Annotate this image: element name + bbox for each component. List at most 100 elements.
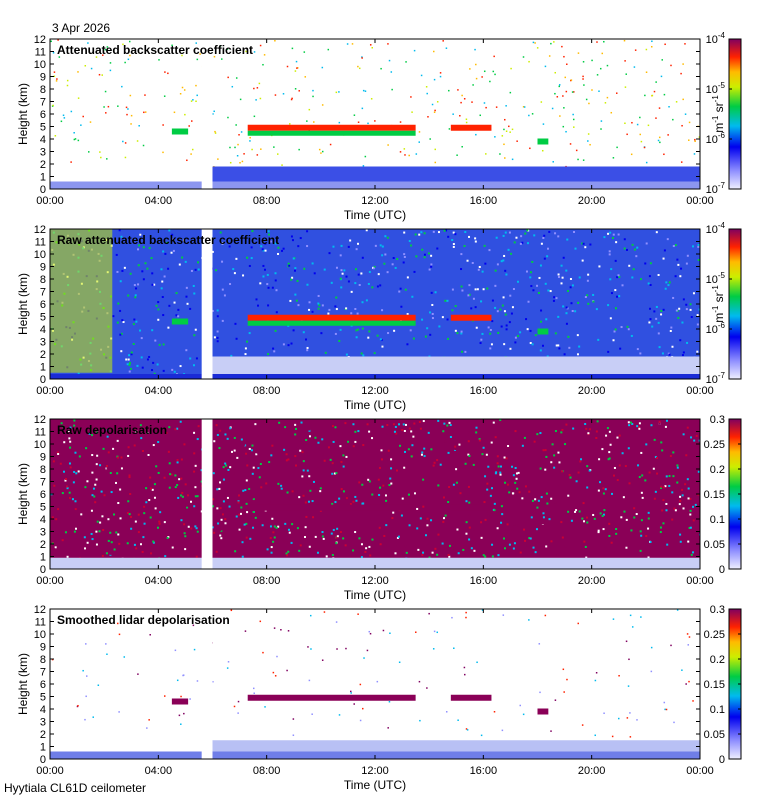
noise-dot <box>456 332 459 335</box>
noise-dot <box>452 113 454 115</box>
noise-dot <box>489 80 491 83</box>
noise-dot <box>317 495 320 498</box>
noise-dot <box>149 487 152 490</box>
noise-dot <box>193 431 196 434</box>
noise-dot <box>308 429 311 432</box>
noise-dot <box>243 153 245 155</box>
noise-dot <box>574 310 577 313</box>
noise-dot <box>615 528 618 531</box>
noise-dot <box>553 466 556 469</box>
noise-dot <box>681 669 683 671</box>
noise-dot <box>238 134 240 136</box>
noise-dot <box>574 510 577 513</box>
noise-dot <box>398 423 401 426</box>
noise-dot <box>689 497 692 500</box>
noise-dot <box>253 692 255 695</box>
x-tick-label: 12:00 <box>361 765 389 777</box>
noise-dot <box>560 282 563 285</box>
noise-dot <box>568 346 571 349</box>
noise-dot <box>197 261 200 264</box>
noise-dot <box>277 246 280 249</box>
noise-dot <box>656 457 659 460</box>
noise-dot <box>461 145 463 148</box>
noise-dot <box>271 444 274 447</box>
noise-dot <box>229 466 232 469</box>
x-tick-label: 08:00 <box>253 195 281 207</box>
x-axis-label: Time (UTC) <box>344 398 406 412</box>
noise-dot <box>540 309 543 312</box>
noise-dot <box>301 534 304 537</box>
noise-dot <box>644 479 647 482</box>
noise-dot <box>418 141 420 143</box>
noise-dot <box>355 268 358 271</box>
noise-dot <box>532 41 535 44</box>
noise-dot <box>611 492 614 495</box>
noise-dot <box>263 268 266 271</box>
noise-dot <box>689 526 692 529</box>
noise-dot <box>516 140 518 142</box>
noise-dot <box>171 233 174 236</box>
noise-dot <box>308 545 311 548</box>
noise-dot <box>474 48 476 51</box>
noise-dot <box>255 99 257 101</box>
y-tick-label: 7 <box>40 287 46 299</box>
noise-dot <box>561 276 564 279</box>
noise-dot <box>422 420 425 423</box>
noise-dot <box>474 240 477 243</box>
x-axis-label: Time (UTC) <box>344 778 406 792</box>
noise-dot <box>504 269 507 272</box>
noise-dot <box>332 440 335 443</box>
noise-dot <box>171 368 174 371</box>
noise-dot <box>332 528 335 531</box>
noise-dot <box>647 517 650 520</box>
noise-dot <box>563 353 566 356</box>
noise-dot <box>72 481 75 484</box>
noise-dot <box>679 495 682 498</box>
noise-dot <box>285 459 288 462</box>
noise-dot <box>500 521 503 524</box>
noise-dot <box>90 67 93 70</box>
noise-dot <box>71 548 74 551</box>
x-tick-label: 20:00 <box>578 575 606 587</box>
noise-dot <box>609 317 612 320</box>
noise-dot <box>85 695 87 698</box>
noise-dot <box>77 139 80 142</box>
noise-dot <box>294 267 297 270</box>
y-axis-label: Height (km) <box>16 273 30 335</box>
x-tick-label: 00:00 <box>36 385 64 397</box>
noise-dot <box>114 496 117 499</box>
noise-dot <box>194 491 197 494</box>
noise-dot <box>464 462 467 465</box>
x-tick-label: 00:00 <box>36 765 64 777</box>
noise-dot <box>626 133 628 136</box>
noise-dot <box>195 555 198 558</box>
noise-dot <box>181 86 184 89</box>
noise-dot <box>688 526 691 529</box>
noise-dot <box>262 651 264 654</box>
noise-dot <box>168 304 171 307</box>
noise-dot <box>121 85 123 88</box>
noise-dot <box>306 452 309 455</box>
noise-dot <box>140 356 143 359</box>
noise-dot <box>459 492 462 495</box>
noise-dot <box>544 449 547 452</box>
noise-dot <box>325 555 328 558</box>
noise-dot <box>677 263 680 266</box>
noise-dot <box>575 509 578 512</box>
noise-dot <box>690 436 693 439</box>
noise-dot <box>180 542 183 545</box>
noise-dot <box>658 420 661 423</box>
noise-dot <box>273 146 275 148</box>
noise-dot <box>496 462 499 465</box>
noise-dot <box>463 666 466 669</box>
noise-dot <box>551 443 554 446</box>
noise-dot <box>269 525 272 528</box>
noise-dot <box>655 231 658 234</box>
noise-dot <box>225 464 228 467</box>
noise-dot <box>137 513 140 516</box>
noise-dot <box>102 529 105 532</box>
noise-dot <box>340 244 343 247</box>
noise-dot <box>528 537 531 540</box>
noise-dot <box>430 448 433 451</box>
noise-dot <box>629 712 631 714</box>
